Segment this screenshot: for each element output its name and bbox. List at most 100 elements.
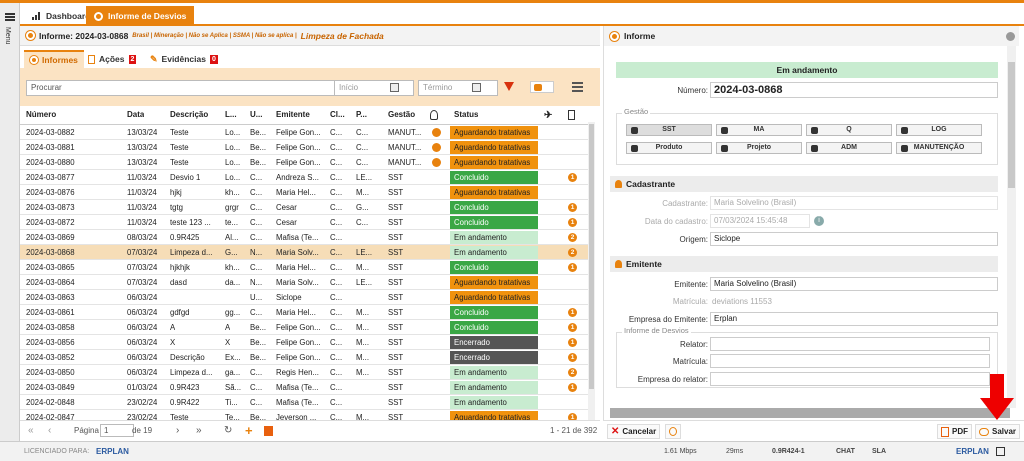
gestao-button-log[interactable]: LOG xyxy=(896,124,982,136)
tab-informe-de-desvios[interactable]: Informe de Desvios xyxy=(86,6,195,26)
add-icon[interactable]: + xyxy=(245,423,253,438)
table-row[interactable]: 2024-03-0849 01/03/24 0.9R423 Sã... C... Mafi… xyxy=(20,380,595,395)
info-icon[interactable]: i xyxy=(814,216,824,226)
col-classe[interactable]: Cl... xyxy=(330,110,345,119)
matricula-relator-field[interactable] xyxy=(710,354,990,368)
side-menu[interactable]: Menu xyxy=(0,3,20,452)
origem-select[interactable]: Siclope xyxy=(710,232,998,246)
table-row[interactable]: 2024-03-0861 06/03/24 gdfgd gg... C... Maria … xyxy=(20,305,595,320)
table-row[interactable]: 2024-03-0852 06/03/24 Descrição Ex... Be... F… xyxy=(20,350,595,365)
table-row[interactable]: 2024-03-0850 06/03/24 Limpeza d... ga... C..… xyxy=(20,365,595,380)
cancel-button[interactable]: ✕ Cancelar xyxy=(607,424,661,439)
emitente-section[interactable]: Emitente xyxy=(610,256,998,272)
table-row[interactable]: 2024-03-0858 06/03/24 A A Be... Felipe Gon...… xyxy=(20,320,595,335)
table-row[interactable]: 2024-03-0863 06/03/24 U... Siclope C... SST Ag… xyxy=(20,290,595,305)
fullscreen-icon[interactable] xyxy=(996,447,1005,456)
panel-hscrollbar[interactable] xyxy=(610,408,1010,418)
empresa-relator-field[interactable] xyxy=(710,372,990,386)
table-row[interactable]: 2024-03-0882 13/03/24 Teste Lo... Be... Felip… xyxy=(20,125,595,140)
table-row[interactable]: 2024-03-0873 11/03/24 tgtg grgr C... Cesar C..… xyxy=(20,200,595,215)
gestao-button-manutenção[interactable]: MANUTENÇÃO xyxy=(896,142,982,154)
cadastrante-section[interactable]: Cadastrante xyxy=(610,176,998,192)
relator-field[interactable] xyxy=(710,337,990,351)
prev-page-icon[interactable]: ‹ xyxy=(48,425,52,436)
empresa-emitente-select[interactable]: Erplan xyxy=(710,312,998,326)
status-filter-dropdown[interactable] xyxy=(530,81,554,93)
history-button[interactable] xyxy=(665,424,681,439)
gestao-button-ma[interactable]: MA xyxy=(716,124,802,136)
gestao-button-produto[interactable]: Produto xyxy=(626,142,712,154)
action-count-badge: 1 xyxy=(568,413,577,420)
cell-data: 06/03/24 xyxy=(127,323,158,332)
cell-numero: 2024-03-0856 xyxy=(26,338,75,347)
col-local[interactable]: L... xyxy=(225,110,237,119)
col-emitente[interactable]: Emitente xyxy=(276,110,310,119)
relator-label: Relator: xyxy=(679,340,708,349)
col-unidade[interactable]: U... xyxy=(250,110,263,119)
gestao-button-label: Q xyxy=(846,126,852,133)
panel-collapse-icon[interactable] xyxy=(1006,32,1015,41)
cell-local: G... xyxy=(225,248,238,257)
table-row[interactable]: 2024-03-0872 11/03/24 teste 123 ... te... C.… xyxy=(20,215,595,230)
col-gestao[interactable]: Gestão xyxy=(388,110,416,119)
col-status[interactable]: Status xyxy=(454,110,479,119)
cell-descricao: teste 123 ... xyxy=(170,218,211,227)
table-row[interactable]: 2024-03-0856 06/03/24 X X Be... Felipe Gon...… xyxy=(20,335,595,350)
list-menu-icon[interactable] xyxy=(572,82,583,92)
col-processo[interactable]: P... xyxy=(356,110,367,119)
table-row[interactable]: 2024-02-0848 23/02/24 0.9R422 Ti... C... Mafi… xyxy=(20,395,595,410)
table-row[interactable]: 2024-03-0877 11/03/24 Desvio 1 Lo... C... And… xyxy=(20,170,595,185)
table-row[interactable]: 2024-03-0881 13/03/24 Teste Lo... Be... Felip… xyxy=(20,140,595,155)
status-badge: Aguardando tratativas xyxy=(450,291,538,304)
termino-date-input[interactable]: Término xyxy=(418,80,498,96)
cell-emitente: Felipe Gon... xyxy=(276,323,321,332)
page-input[interactable]: 1 xyxy=(100,424,134,437)
panel-header: Informe xyxy=(604,26,1019,46)
action-count-badge: 1 xyxy=(568,308,577,317)
calendar-icon[interactable] xyxy=(472,83,481,92)
last-page-icon[interactable]: » xyxy=(196,425,202,436)
search-input[interactable]: Procurar xyxy=(26,80,346,96)
panel-scrollbar[interactable] xyxy=(1007,46,1016,408)
table-row[interactable]: 2024-03-0876 11/03/24 hjkj kh... C... Maria H… xyxy=(20,185,595,200)
office-export-icon[interactable] xyxy=(264,425,273,436)
panel-scroll-thumb[interactable] xyxy=(1008,62,1015,188)
action-count-badge: 1 xyxy=(568,383,577,392)
subtab-informes[interactable]: Informes xyxy=(24,50,84,68)
footer-sla[interactable]: SLA xyxy=(872,448,886,455)
next-page-icon[interactable]: › xyxy=(176,425,180,436)
col-data[interactable]: Data xyxy=(127,110,145,119)
gestao-button-adm[interactable]: ADM xyxy=(806,142,892,154)
col-numero[interactable]: Número xyxy=(26,110,57,119)
numero-field[interactable]: 2024-03-0868 xyxy=(710,82,998,98)
tab-dashboard[interactable]: Dashboard xyxy=(24,6,98,26)
table-row[interactable]: 2024-02-0847 23/02/24 Teste Te... Be... Jever… xyxy=(20,410,595,420)
gestao-button-projeto[interactable]: Projeto xyxy=(716,142,802,154)
save-button[interactable]: Salvar xyxy=(975,424,1021,439)
table-row[interactable]: 2024-03-0864 07/03/24 dasd da... N... Maria S… xyxy=(20,275,595,290)
cell-data: 13/03/24 xyxy=(127,143,158,152)
table-row[interactable]: 2024-03-0869 08/03/24 0.9R425 Al... C... Mafi… xyxy=(20,230,595,245)
footer-chat[interactable]: CHAT xyxy=(836,448,855,455)
cell-local: Al... xyxy=(225,233,239,242)
subtab-evidencias[interactable]: ✎ Evidências 0 xyxy=(144,50,224,68)
first-page-icon[interactable]: « xyxy=(28,425,34,436)
cell-numero: 2024-03-0882 xyxy=(26,128,75,137)
calendar-icon[interactable] xyxy=(390,83,399,92)
table-scrollbar[interactable] xyxy=(588,122,595,420)
col-descricao[interactable]: Descrição xyxy=(170,110,209,119)
gestao-button-q[interactable]: Q xyxy=(806,124,892,136)
table-row[interactable]: 2024-03-0880 13/03/24 Teste Lo... Be... Felip… xyxy=(20,155,595,170)
refresh-icon[interactable]: ↻ xyxy=(224,425,233,436)
top-accent-line xyxy=(0,0,1024,3)
filter-icon[interactable] xyxy=(504,82,514,91)
inicio-date-input[interactable]: Início xyxy=(334,80,414,96)
hamburger-icon[interactable] xyxy=(5,13,15,21)
flame-icon xyxy=(26,31,35,40)
table-row[interactable]: 2024-03-0865 07/03/24 hjkhjk kh... C... Maria… xyxy=(20,260,595,275)
table-row[interactable]: 2024-03-0868 07/03/24 Limpeza d... G... N...… xyxy=(20,245,595,260)
pdf-button[interactable]: PDF xyxy=(937,424,972,439)
gestao-button-sst[interactable]: SST xyxy=(626,124,712,136)
subtab-acoes[interactable]: Ações 2 xyxy=(82,50,142,68)
emitente-select[interactable]: Maria Solvelino (Brasil) xyxy=(710,277,998,291)
